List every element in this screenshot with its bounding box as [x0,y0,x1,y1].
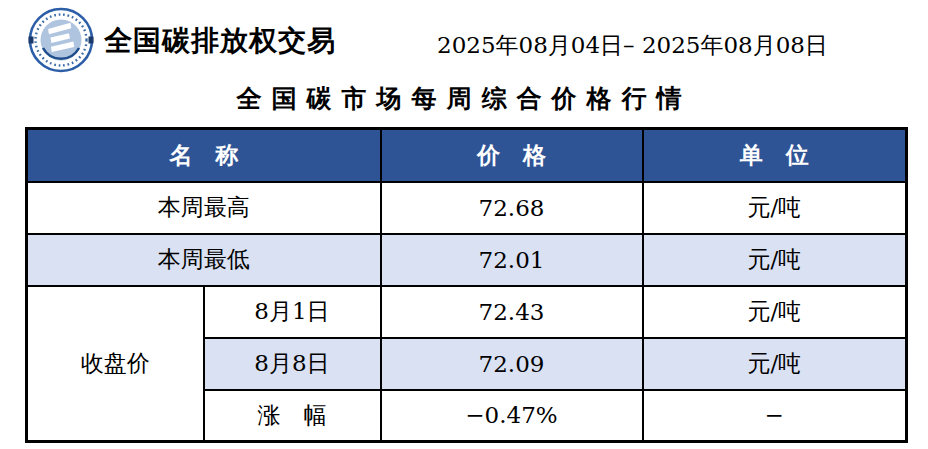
close-aug1-name: 8月1日 [204,286,381,338]
week-high-unit: 元/吨 [643,182,907,234]
header-unit: 单 位 [643,129,907,182]
row-close-aug1: 收盘价 8月1日 72.43 元/吨 [27,286,907,338]
close-aug8-name: 8月8日 [204,338,381,390]
week-high-name: 本周最高 [27,182,381,234]
page-title: 全国碳市场每周综合价格行情 [0,82,928,115]
header-price: 价 格 [381,129,643,182]
row-week-high: 本周最高 72.68 元/吨 [27,182,907,234]
change-name: 涨 幅 [204,390,381,442]
header-name: 名 称 [27,129,381,182]
carbon-exchange-logo [28,7,94,73]
week-low-unit: 元/吨 [643,234,907,286]
carbon-exchange-logo-icon [28,7,94,73]
brand-title: 全国碳排放权交易 [104,22,336,60]
weekly-price-table: 名 称 价 格 单 位 本周最高 72.68 元/吨 本周最低 72.01 元/… [25,127,908,443]
close-aug8-unit: 元/吨 [643,338,907,390]
change-unit: − [643,390,907,442]
week-low-price: 72.01 [381,234,643,286]
row-week-low: 本周最低 72.01 元/吨 [27,234,907,286]
close-aug1-price: 72.43 [381,286,643,338]
close-aug8-price: 72.09 [381,338,643,390]
table-header-row: 名 称 价 格 单 位 [27,129,907,182]
week-high-price: 72.68 [381,182,643,234]
close-price-label: 收盘价 [27,286,204,442]
week-low-name: 本周最低 [27,234,381,286]
change-price: −0.47% [381,390,643,442]
report-date-range: 2025年08月04日– 2025年08月08日 [437,30,828,61]
close-aug1-unit: 元/吨 [643,286,907,338]
